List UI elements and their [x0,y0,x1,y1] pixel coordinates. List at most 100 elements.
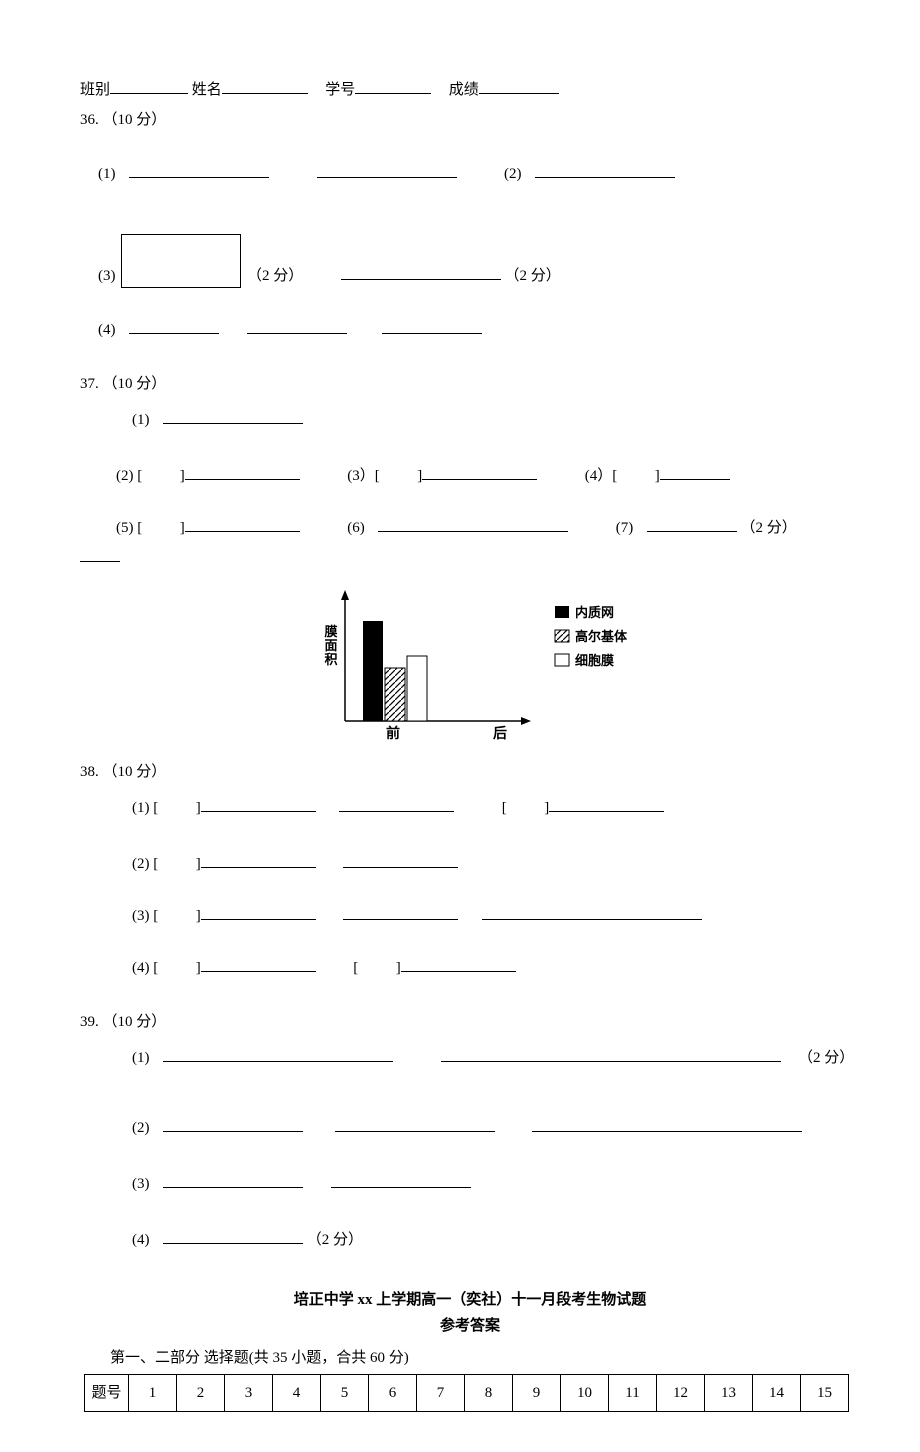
q37-s1: (1) [132,412,150,428]
q37-s6: (6) [347,520,365,536]
bar-chart-svg: 膜 面 积 前 后 内质网 [305,586,635,746]
q37-s3: (3）[ [347,468,380,484]
q39-s1-blank-b[interactable] [441,1044,781,1062]
q38-s4c: [ [353,960,358,976]
score-blank[interactable] [479,76,559,94]
q37-points: （10 分） [103,376,167,392]
header-line: 班别 姓名 学号 成绩 [80,76,860,102]
q38-s4: (4) [ [132,960,158,976]
score-label: 成绩 [449,82,479,98]
q39-row3: (3) [132,1170,860,1196]
col-7: 7 [417,1375,465,1412]
class-blank[interactable] [110,76,188,94]
q36-s4-blank-c[interactable] [382,316,482,334]
q37-s5: (5) [ [116,520,142,536]
q38-s4-blank-a[interactable] [201,954,316,972]
q38-s3-blank-b[interactable] [343,902,458,920]
q39-s2-blank-a[interactable] [163,1114,303,1132]
q39-row1: (1) （2 分） [132,1044,860,1070]
q37-s7-blank[interactable] [647,514,737,532]
col-4: 4 [273,1375,321,1412]
q37-s7: (7) [616,520,634,536]
col-12: 12 [657,1375,705,1412]
q39-row4: (4) （2 分） [132,1226,860,1252]
q39-s1-blank-a[interactable] [163,1044,393,1062]
q38-s1: (1) [ [132,800,158,816]
col-15: 15 [801,1375,849,1412]
q38-points: （10 分） [103,764,167,780]
q36-s2-blank[interactable] [535,160,675,178]
q36-row3: (4) [98,316,860,342]
chart-ylabel-1: 膜 [324,624,337,639]
q36-s3-blank[interactable] [341,262,501,280]
col-8: 8 [465,1375,513,1412]
col-13: 13 [705,1375,753,1412]
q37-header: 37. （10 分） [80,372,860,396]
q39-s4-pts: （2 分） [307,1232,363,1248]
q38-s4-blank-b[interactable] [401,954,516,972]
q39-s3-blank-b[interactable] [331,1170,471,1188]
q36-s4-blank-a[interactable] [129,316,219,334]
col-3: 3 [225,1375,273,1412]
q36-row2: (3) （2 分） （2 分） [98,234,860,288]
q36-s4-blank-b[interactable] [247,316,347,334]
legend-2: 高尔基体 [575,629,628,644]
q37-s4: (4）[ [585,468,618,484]
q38-s1-blank-c[interactable] [549,794,664,812]
q38-s2-blank-b[interactable] [343,850,458,868]
q37-s4-blank[interactable] [660,462,730,480]
q37-s2: (2) [ [116,468,142,484]
q37-s7-blank-cont[interactable] [80,544,120,562]
q38-s3-blank-c[interactable] [482,902,702,920]
q36-header: 36. （10 分） [80,108,860,132]
q39-s3-blank-a[interactable] [163,1170,303,1188]
q39-header: 39. （10 分） [80,1010,860,1034]
q36-s3-box[interactable] [121,234,241,288]
answer-table: 题号 1 2 3 4 5 6 7 8 9 10 11 12 13 14 15 [84,1374,849,1412]
q38-s1-blank-a[interactable] [201,794,316,812]
col-10: 10 [561,1375,609,1412]
q37-s3-blank[interactable] [422,462,537,480]
q37-s5-blank[interactable] [185,514,300,532]
chart-xlabel-left: 前 [386,725,400,742]
q39-s2-blank-b[interactable] [335,1114,495,1132]
q37-s1-blank[interactable] [163,406,303,424]
class-label: 班别 [80,82,110,98]
membrane-chart: 膜 面 积 前 后 内质网 [80,586,860,754]
q37-s2-blank[interactable] [185,462,300,480]
name-label: 姓名 [192,82,222,98]
q36-num: 36. [80,112,99,128]
q39-num: 39. [80,1014,99,1030]
q37-s6-blank[interactable] [378,514,568,532]
id-blank[interactable] [355,76,431,94]
q36-s4: (4) [98,322,116,338]
chart-ylabel-2: 面 [324,638,337,653]
q38-s2-blank-a[interactable] [201,850,316,868]
q36-s1: (1) [98,166,116,182]
q38-num: 38. [80,764,99,780]
q39-s3: (3) [132,1176,150,1192]
q39-s2-blank-c[interactable] [532,1114,802,1132]
q36-s3: (3) [98,268,116,284]
id-label: 学号 [325,82,355,98]
q39-s1: (1) [132,1050,150,1066]
q39-s1-pts: （2 分） [798,1050,854,1066]
q38-row1: (1) [ ] [ ] [132,794,860,820]
col-11: 11 [609,1375,657,1412]
q36-s1-blank-a[interactable] [129,160,269,178]
q38-s3-blank-a[interactable] [201,902,316,920]
q36-s1-blank-b[interactable] [317,160,457,178]
q36-s3-pts: （2 分） [247,268,303,284]
q39-s4-blank[interactable] [163,1226,303,1244]
q38-s1c: [ [502,800,507,816]
col-6: 6 [369,1375,417,1412]
chart-xlabel-right: 后 [493,725,507,742]
row-head: 题号 [85,1375,129,1412]
q38-row4: (4) [ ] [ ] [132,954,860,980]
q38-s1-blank-b[interactable] [339,794,454,812]
col-9: 9 [513,1375,561,1412]
name-blank[interactable] [222,76,308,94]
q36-s2: (2) [504,166,522,182]
q38-s3: (3) [ [132,908,158,924]
col-2: 2 [177,1375,225,1412]
